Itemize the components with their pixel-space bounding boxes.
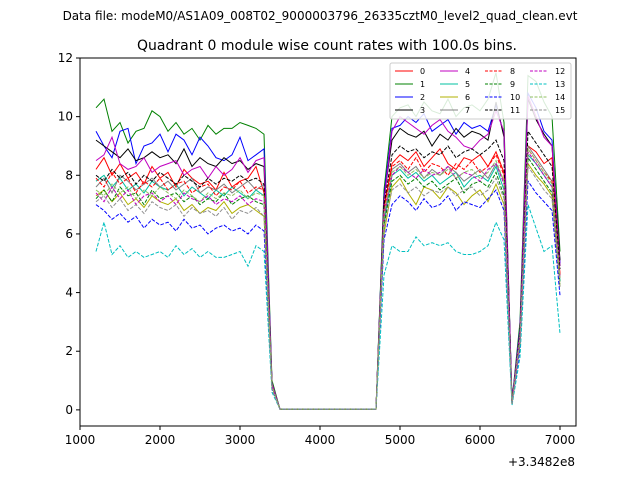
y-tick-label: 0 — [65, 403, 73, 417]
legend-label-14: 14 — [555, 93, 565, 102]
series-layer — [95, 72, 561, 410]
y-tick-label: 10 — [58, 110, 73, 124]
x-tick-label: 7000 — [545, 433, 576, 447]
legend-label-11: 11 — [510, 106, 520, 115]
series-line-15 — [95, 164, 561, 410]
legend-label-2: 2 — [420, 93, 425, 102]
legend-label-3: 3 — [420, 106, 425, 115]
series-line-9 — [95, 156, 561, 410]
legend-frame — [389, 62, 572, 120]
chart-title: Quadrant 0 module wise count rates with … — [137, 38, 517, 54]
axes-frame — [79, 57, 577, 427]
legend-label-7: 7 — [465, 106, 470, 115]
x-tick-label: 3000 — [225, 433, 256, 447]
y-tick-label: 6 — [65, 227, 73, 241]
legend-label-10: 10 — [510, 93, 520, 102]
legend-label-1: 1 — [420, 80, 425, 89]
x-tick-label: 1000 — [65, 433, 96, 447]
y-tick-label: 2 — [65, 344, 73, 358]
x-tick-label: 6000 — [465, 433, 496, 447]
x-tick-label: 5000 — [385, 433, 416, 447]
x-axis: 1000 2000 3000 4000 5000 6000 7000 — [65, 426, 576, 447]
legend-label-6: 6 — [465, 93, 470, 102]
legend-label-13: 13 — [555, 80, 565, 89]
legend-label-0: 0 — [420, 67, 425, 76]
legend-label-5: 5 — [465, 80, 470, 89]
y-axis: 0 2 4 6 8 10 12 — [58, 51, 80, 417]
series-line-8 — [95, 147, 561, 410]
figure-suptitle: Data file: modeM0/AS1A09_008T02_90000037… — [63, 9, 578, 23]
y-tick-label: 12 — [58, 51, 73, 65]
legend-label-12: 12 — [555, 67, 565, 76]
legend-label-9: 9 — [510, 80, 515, 89]
x-tick-label: 4000 — [305, 433, 336, 447]
y-tick-label: 4 — [65, 286, 73, 300]
legend-label-4: 4 — [465, 67, 470, 76]
x-offset-label: +3.3482e8 — [508, 455, 575, 469]
y-tick-label: 8 — [65, 168, 73, 182]
legend-label-8: 8 — [510, 67, 515, 76]
legend-label-15: 15 — [555, 106, 565, 115]
x-tick-label: 2000 — [145, 433, 176, 447]
